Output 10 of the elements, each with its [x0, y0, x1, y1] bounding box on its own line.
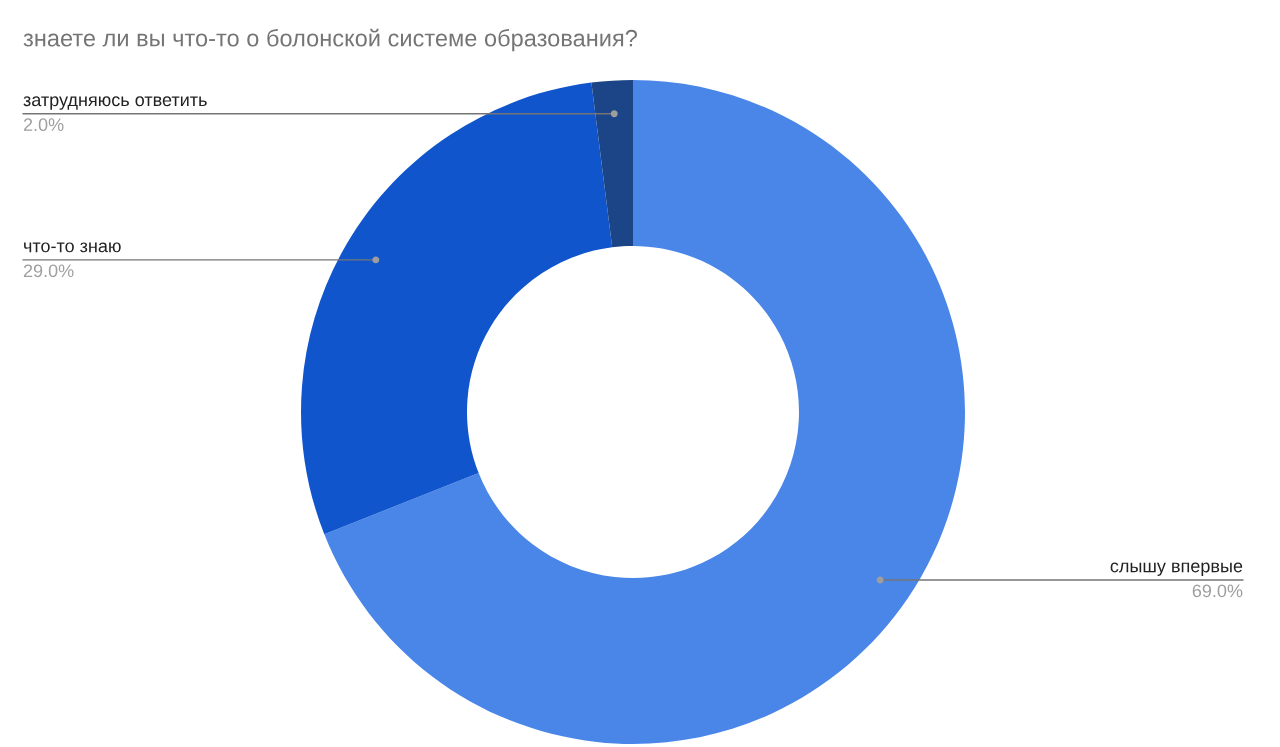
- donut-slice: [301, 82, 613, 535]
- donut-slice: [591, 80, 633, 248]
- slice-label: затрудняюсь ответить: [23, 96, 207, 110]
- chart-title: знаете ли вы что-то о болонской системе образования?: [23, 28, 637, 52]
- slice-label: слышу впервые: [1110, 562, 1243, 576]
- data-label: 29.0%: [23, 264, 74, 278]
- donut-slice: [324, 80, 965, 744]
- data-label: 2.0%: [23, 118, 64, 132]
- data-label: 69.0%: [1192, 584, 1243, 598]
- slice-label: что-то знаю: [24, 242, 121, 253]
